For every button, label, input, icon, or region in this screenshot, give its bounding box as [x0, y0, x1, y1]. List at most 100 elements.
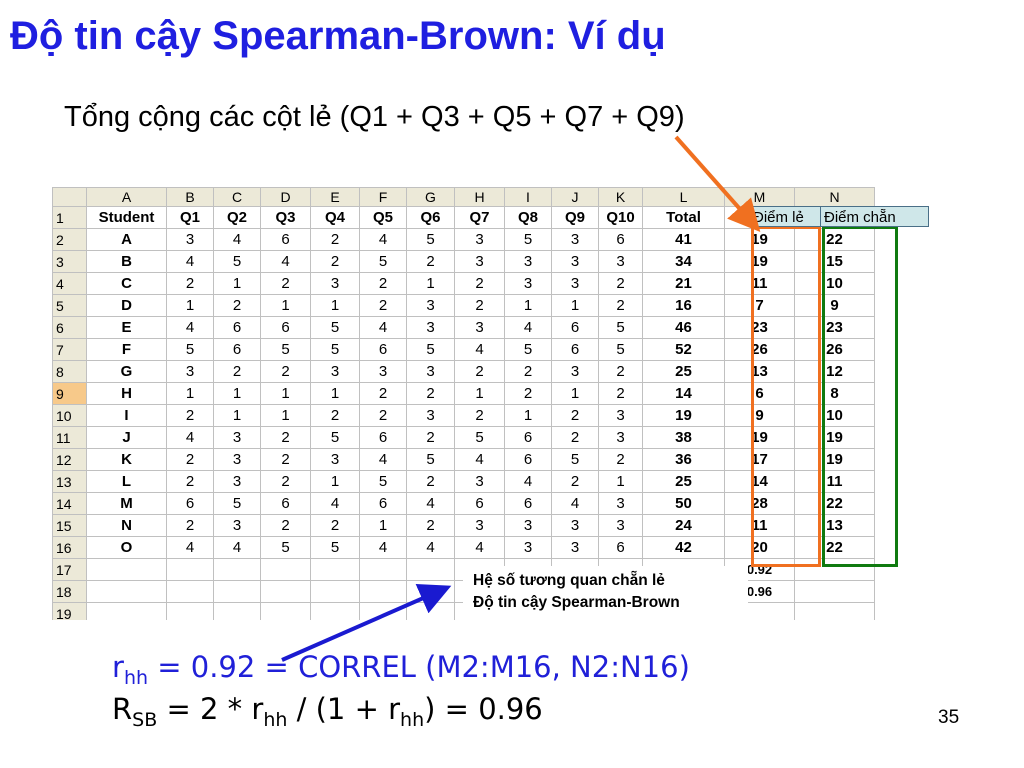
data-cell[interactable]: 3	[598, 492, 643, 515]
data-cell[interactable]: 1	[310, 470, 360, 493]
data-cell[interactable]: 3	[454, 470, 505, 493]
row-header[interactable]: 16	[52, 536, 87, 559]
data-cell[interactable]: 2	[551, 470, 599, 493]
data-cell[interactable]: 2	[406, 514, 455, 537]
data-cell[interactable]: 3	[406, 294, 455, 317]
column-header[interactable]: J	[551, 187, 599, 207]
row-header[interactable]: 1	[52, 206, 87, 229]
data-cell[interactable]: 2	[454, 294, 505, 317]
data-cell[interactable]: 4	[310, 492, 360, 515]
data-cell[interactable]: 3	[310, 360, 360, 383]
data-cell[interactable]: 4	[454, 536, 505, 559]
column-header[interactable]: D	[260, 187, 311, 207]
data-cell[interactable]: 6	[551, 316, 599, 339]
data-cell[interactable]: 3	[598, 250, 643, 273]
data-cell[interactable]: 3	[454, 228, 505, 251]
data-cell[interactable]: F	[86, 338, 167, 361]
data-cell[interactable]	[260, 580, 311, 603]
data-cell[interactable]: 1	[213, 272, 261, 295]
data-cell[interactable]: 5	[166, 338, 214, 361]
data-cell[interactable]: 4	[359, 228, 407, 251]
data-cell[interactable]: 2	[406, 382, 455, 405]
data-cell[interactable]: 5	[213, 250, 261, 273]
data-cell[interactable]: 1	[213, 382, 261, 405]
data-cell[interactable]: 5	[310, 426, 360, 449]
data-cell[interactable]: 3	[598, 514, 643, 537]
data-cell[interactable]: M	[86, 492, 167, 515]
data-cell[interactable]: 6	[598, 536, 643, 559]
data-cell[interactable]: 1	[504, 404, 552, 427]
data-cell[interactable]: 3	[504, 272, 552, 295]
data-cell[interactable]: 2	[166, 404, 214, 427]
data-cell[interactable]: 2	[551, 426, 599, 449]
data-cell[interactable]	[166, 558, 214, 581]
row-header[interactable]: 3	[52, 250, 87, 273]
data-cell[interactable]: 19	[794, 426, 875, 449]
data-cell[interactable]: 3	[504, 536, 552, 559]
data-cell[interactable]: 2	[260, 514, 311, 537]
data-cell[interactable]: 3	[166, 228, 214, 251]
data-cell[interactable]: 5	[359, 250, 407, 273]
data-cell[interactable]: 2	[359, 404, 407, 427]
data-cell[interactable]: 3	[551, 536, 599, 559]
column-header[interactable]: F	[359, 187, 407, 207]
header-cell[interactable]: Q1	[166, 206, 214, 229]
data-cell[interactable]: G	[86, 360, 167, 383]
data-cell[interactable]: 2	[166, 470, 214, 493]
data-cell[interactable]: 2	[310, 514, 360, 537]
data-cell[interactable]: 2	[260, 360, 311, 383]
data-cell[interactable]: 3	[504, 514, 552, 537]
data-cell[interactable]: 4	[454, 448, 505, 471]
data-cell[interactable]: A	[86, 228, 167, 251]
data-cell[interactable]	[213, 580, 261, 603]
data-cell[interactable]: 1	[310, 382, 360, 405]
data-cell[interactable]: 25	[642, 360, 725, 383]
header-cell[interactable]: Q9	[551, 206, 599, 229]
data-cell[interactable]: 3	[598, 404, 643, 427]
row-header[interactable]: 4	[52, 272, 87, 295]
data-cell[interactable]: 5	[504, 228, 552, 251]
data-cell[interactable]: 1	[504, 294, 552, 317]
data-cell[interactable]: 5	[260, 338, 311, 361]
data-cell[interactable]: 10	[794, 404, 875, 427]
data-cell[interactable]: 2	[454, 404, 505, 427]
data-cell[interactable]: 42	[642, 536, 725, 559]
data-cell[interactable]: 3	[598, 426, 643, 449]
select-all-corner[interactable]	[52, 187, 87, 207]
data-cell[interactable]	[310, 602, 360, 620]
data-cell[interactable]: 2	[260, 448, 311, 471]
row-header[interactable]: 17	[52, 558, 87, 581]
data-cell[interactable]: 34	[642, 250, 725, 273]
data-cell[interactable]: 4	[454, 338, 505, 361]
data-cell[interactable]: 3	[454, 250, 505, 273]
data-cell[interactable]: 4	[166, 536, 214, 559]
data-cell[interactable]: 5	[359, 470, 407, 493]
data-cell[interactable]: 3	[551, 228, 599, 251]
data-cell[interactable]: 46	[642, 316, 725, 339]
data-cell[interactable]: 4	[213, 228, 261, 251]
header-cell[interactable]: Q6	[406, 206, 455, 229]
data-cell[interactable]: 6	[598, 228, 643, 251]
data-cell[interactable]: 22	[794, 536, 875, 559]
data-cell[interactable]: 4	[551, 492, 599, 515]
column-header[interactable]: M	[724, 187, 795, 207]
data-cell[interactable]: 3	[310, 448, 360, 471]
data-cell[interactable]: 5	[504, 338, 552, 361]
column-header[interactable]: C	[213, 187, 261, 207]
row-header[interactable]: 12	[52, 448, 87, 471]
data-cell[interactable]: 1	[551, 382, 599, 405]
data-cell[interactable]: 2	[454, 272, 505, 295]
data-cell[interactable]: 1	[213, 404, 261, 427]
data-cell[interactable]: 3	[166, 360, 214, 383]
row-header[interactable]: 18	[52, 580, 87, 603]
data-cell[interactable]: L	[86, 470, 167, 493]
data-cell[interactable]: 2	[166, 514, 214, 537]
column-header[interactable]: E	[310, 187, 360, 207]
data-cell[interactable]: 3	[406, 404, 455, 427]
data-cell[interactable]: 14	[642, 382, 725, 405]
header-cell[interactable]: Q3	[260, 206, 311, 229]
data-cell[interactable]: 2	[260, 426, 311, 449]
data-cell[interactable]: 21	[642, 272, 725, 295]
column-header[interactable]: B	[166, 187, 214, 207]
data-cell[interactable]: 3	[406, 316, 455, 339]
